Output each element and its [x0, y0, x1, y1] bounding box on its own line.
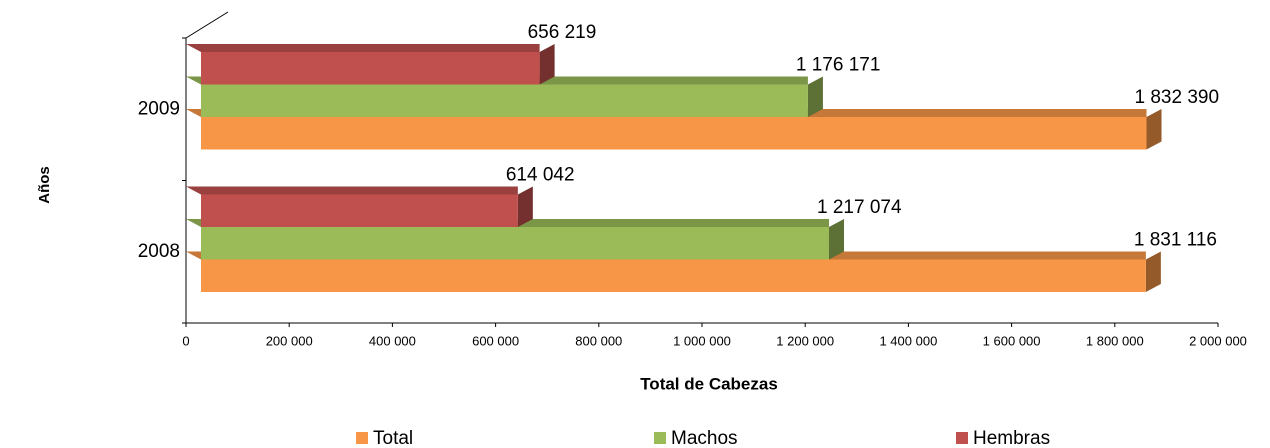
x-tick-label: 600 000 — [472, 333, 519, 348]
x-axis-title: Total de Cabezas — [640, 374, 778, 393]
x-tick-label: 1 200 000 — [776, 333, 834, 348]
legend-label: Machos — [671, 428, 738, 448]
y-tick-label: 2008 — [138, 241, 180, 262]
bar-side — [1146, 109, 1162, 150]
bar-side — [807, 76, 823, 117]
bar-side — [517, 186, 533, 227]
bar — [201, 84, 808, 117]
bar — [201, 227, 830, 260]
y-tick-label: 2009 — [138, 98, 180, 119]
value-label: 1 831 116 — [1134, 230, 1217, 251]
value-label: 1 176 171 — [796, 55, 881, 76]
bar-side — [829, 219, 845, 260]
x-tick-label: 2 000 000 — [1189, 333, 1247, 348]
bar — [201, 117, 1147, 150]
legend-label: Total — [373, 428, 413, 448]
value-label: 656 219 — [528, 22, 597, 43]
legend-swatch — [356, 432, 368, 444]
x-tick-label: 0 — [182, 333, 189, 348]
x-tick-label: 1 800 000 — [1086, 333, 1144, 348]
bar — [201, 52, 540, 85]
bar-top — [186, 44, 540, 52]
x-tick-label: 200 000 — [266, 333, 313, 348]
x-tick-label: 400 000 — [369, 333, 416, 348]
x-tick-label: 1 400 000 — [879, 333, 937, 348]
x-tick-label: 1 000 000 — [673, 333, 731, 348]
legend-swatch — [956, 432, 968, 444]
bar — [201, 259, 1146, 292]
legend-label: Hembras — [973, 428, 1050, 448]
value-label: 614 042 — [506, 165, 575, 186]
x-tick-label: 800 000 — [575, 333, 622, 348]
axis-depth — [185, 11, 229, 39]
value-label: 1 217 074 — [817, 197, 902, 218]
bar-side — [539, 44, 555, 85]
y-axis-title: Años — [36, 166, 53, 204]
x-tick-label: 1 600 000 — [983, 333, 1041, 348]
bar-side — [1145, 251, 1161, 292]
bar — [201, 194, 518, 227]
value-label: 1 832 390 — [1135, 87, 1220, 108]
bar-top — [186, 186, 518, 195]
legend-swatch — [654, 432, 666, 444]
